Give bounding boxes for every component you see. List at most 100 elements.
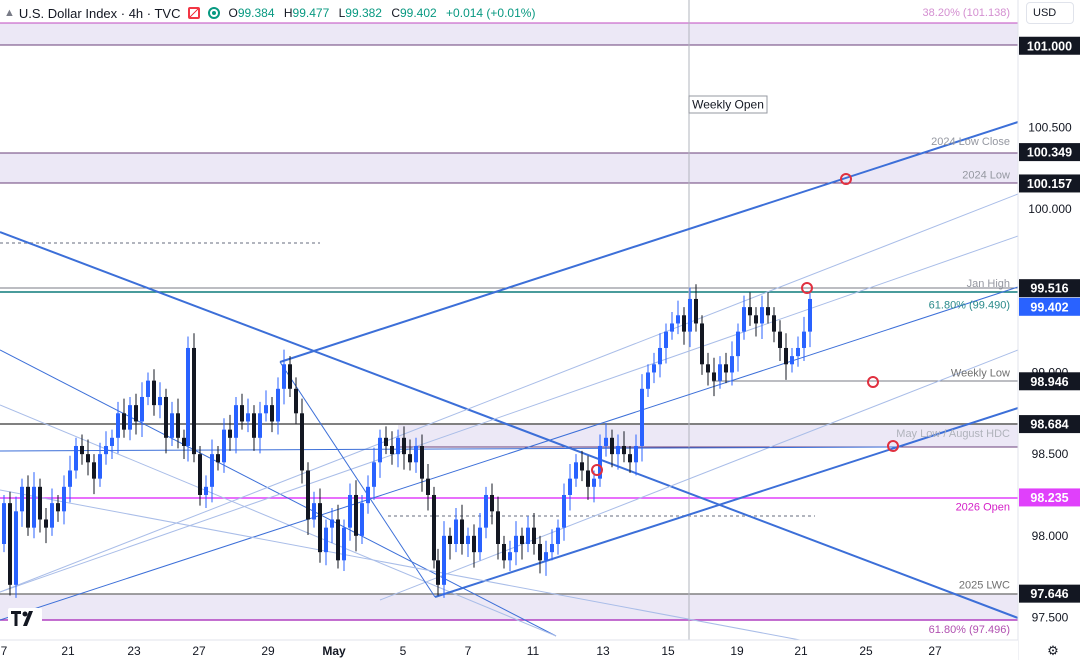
candle <box>414 437 418 473</box>
candle <box>556 519 560 555</box>
market-status-icon[interactable] <box>208 7 221 19</box>
svg-text:97.646: 97.646 <box>1030 587 1068 601</box>
time-tick-label: 23 <box>127 644 141 658</box>
candle <box>122 398 126 438</box>
annotation-label: 2025 LWC <box>959 580 1010 592</box>
candle <box>538 535 542 574</box>
candle <box>300 398 304 484</box>
candle <box>700 315 704 375</box>
candle <box>460 504 464 555</box>
candle <box>736 323 740 372</box>
candle <box>342 519 346 571</box>
zone-fib-38 <box>0 23 1018 45</box>
candle <box>360 494 364 544</box>
candle <box>176 398 180 449</box>
candle <box>116 401 120 454</box>
ohlc-open: 99.384 <box>237 6 275 20</box>
svg-text:99.402: 99.402 <box>1030 300 1068 314</box>
candle <box>86 439 90 476</box>
svg-text:100.157: 100.157 <box>1027 177 1072 191</box>
candle <box>622 431 626 463</box>
candle <box>170 401 174 446</box>
candle <box>718 356 722 389</box>
candle <box>742 295 746 340</box>
candle <box>568 463 572 511</box>
candle <box>766 292 770 324</box>
price-tick-label: 100.500 <box>1028 120 1072 134</box>
candle <box>198 445 202 506</box>
candle <box>282 349 286 405</box>
weekly-open-text: Weekly Open <box>692 98 764 112</box>
annotation-label: 61.80% (99.490) <box>929 299 1010 311</box>
marker-circle-2024-low <box>840 173 852 185</box>
candle <box>2 494 6 553</box>
candle <box>508 540 512 571</box>
ohlc-low: 99.382 <box>345 6 382 20</box>
trend-lines <box>0 121 1019 641</box>
candle <box>484 486 488 539</box>
price-box: 99.402 <box>1019 297 1080 316</box>
candle <box>670 312 674 340</box>
price-tick-label: 97.500 <box>1032 611 1069 625</box>
svg-text:100.349: 100.349 <box>1027 146 1072 160</box>
price-box: 98.684 <box>1019 415 1080 434</box>
candle <box>784 333 788 380</box>
time-tick-label: 5 <box>400 644 407 658</box>
candle <box>420 434 424 492</box>
candle <box>550 529 554 561</box>
candle <box>276 377 280 435</box>
flag-icon[interactable] <box>188 7 201 19</box>
candles-group <box>2 284 812 598</box>
candle <box>20 478 24 527</box>
candle <box>110 429 114 460</box>
annotation-label: 2024 Low <box>962 169 1010 181</box>
gear-icon[interactable]: ⚙ <box>1047 643 1059 658</box>
candle <box>658 333 662 378</box>
price-box: 100.349 <box>1019 143 1080 162</box>
marker-circle-jan-high <box>801 282 813 294</box>
candle <box>646 364 650 397</box>
candle <box>182 429 186 460</box>
candle <box>532 512 536 555</box>
candle <box>796 336 800 367</box>
candle <box>366 475 370 514</box>
candle <box>14 496 18 598</box>
candle <box>192 333 196 463</box>
candle <box>514 521 518 566</box>
currency-selector[interactable]: USD <box>1026 2 1074 24</box>
candle <box>210 439 214 503</box>
price-box: 97.646 <box>1019 584 1080 603</box>
candle <box>348 483 352 541</box>
plot-area[interactable] <box>0 0 1018 640</box>
candle <box>390 431 394 465</box>
candle <box>402 426 406 470</box>
time-axis-ticks: 7 21 23 27 29 May 5 7 11 13 15 19 21 25 27 <box>1 644 942 658</box>
time-tick-label: 21 <box>61 644 75 658</box>
candle <box>802 316 806 362</box>
candle <box>128 396 132 441</box>
candle <box>724 352 728 384</box>
candle <box>62 475 66 525</box>
candle <box>586 455 590 500</box>
price-box: 100.157 <box>1019 174 1080 193</box>
candle <box>222 418 226 473</box>
candle <box>26 475 30 536</box>
candle <box>164 388 168 454</box>
candle <box>472 524 476 568</box>
time-tick-label: 21 <box>794 644 808 658</box>
price-box: 101.000 <box>1019 36 1080 55</box>
time-axis[interactable] <box>0 640 1018 660</box>
chevron-up-icon[interactable]: ▲ <box>4 7 15 19</box>
annotation-label: May Low / August HDC <box>896 428 1010 440</box>
symbol-title[interactable]: U.S. Dollar Index · 4h · TVC <box>18 5 181 21</box>
candle <box>640 374 644 462</box>
candle <box>610 429 614 468</box>
candle <box>146 372 150 406</box>
price-axis[interactable] <box>1018 0 1080 640</box>
ohlc-close: 99.402 <box>400 6 437 20</box>
candle <box>330 508 334 544</box>
candle <box>294 377 298 424</box>
candle <box>454 508 458 553</box>
candle <box>92 454 96 495</box>
